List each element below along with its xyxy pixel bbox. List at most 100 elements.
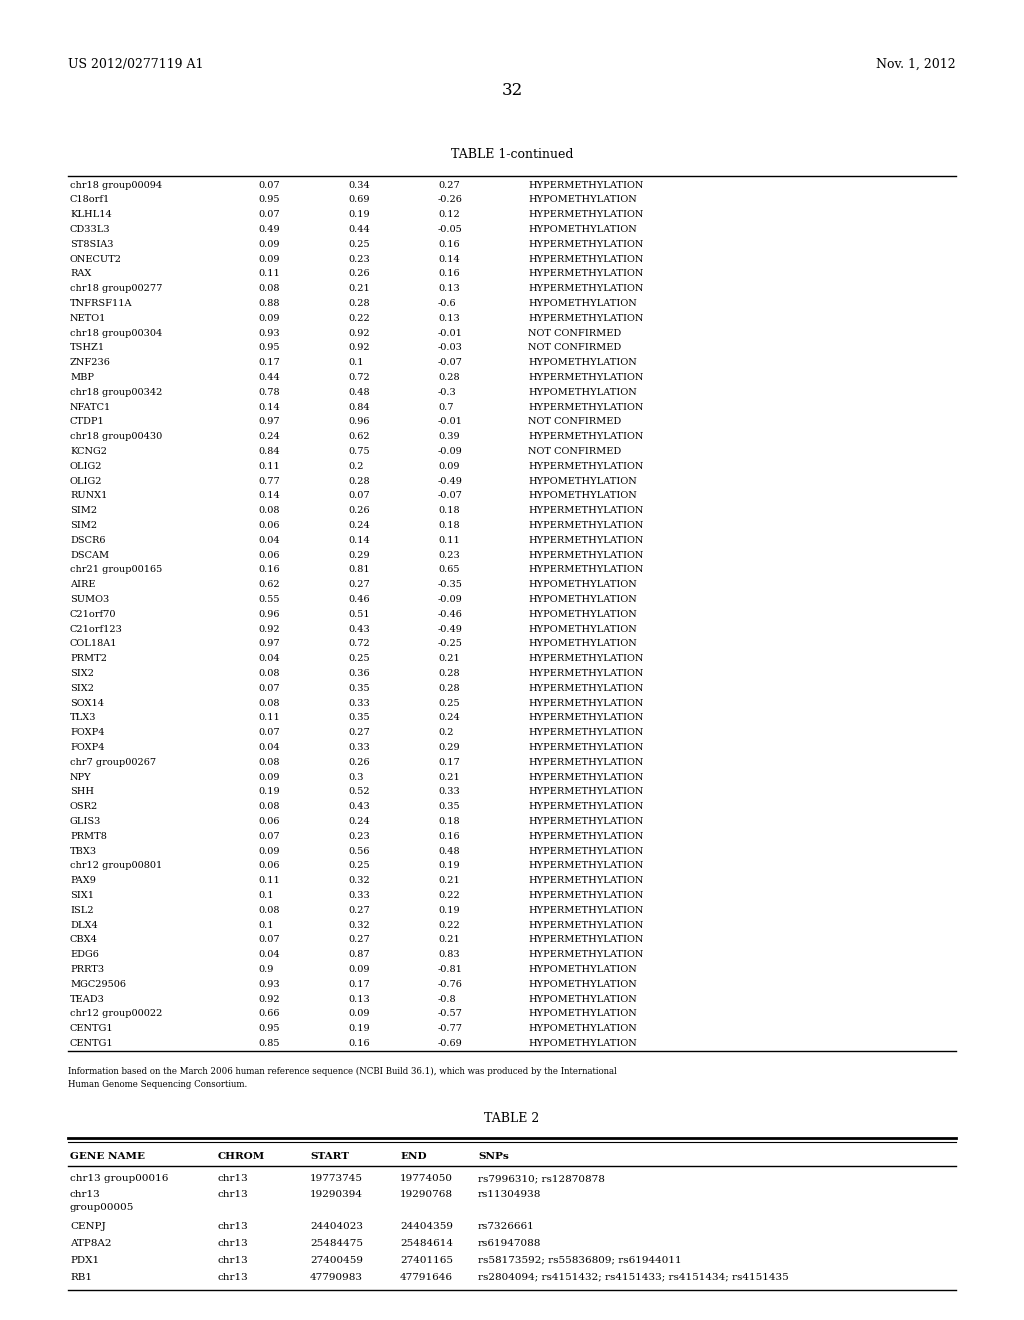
Text: HYPOMETHYLATION: HYPOMETHYLATION xyxy=(528,624,637,634)
Text: chr18 group00342: chr18 group00342 xyxy=(70,388,163,397)
Text: chr13 group00016: chr13 group00016 xyxy=(70,1175,168,1183)
Text: SHH: SHH xyxy=(70,788,94,796)
Text: OLIG2: OLIG2 xyxy=(70,462,102,471)
Text: 0.17: 0.17 xyxy=(438,758,460,767)
Text: -0.49: -0.49 xyxy=(438,624,463,634)
Text: 0.06: 0.06 xyxy=(258,862,280,870)
Text: 0.28: 0.28 xyxy=(438,374,460,381)
Text: -0.01: -0.01 xyxy=(438,417,463,426)
Text: chr18 group00430: chr18 group00430 xyxy=(70,432,162,441)
Text: 0.28: 0.28 xyxy=(348,300,370,308)
Text: CENPJ: CENPJ xyxy=(70,1222,105,1230)
Text: END: END xyxy=(400,1151,427,1160)
Text: 0.26: 0.26 xyxy=(348,758,370,767)
Text: RUNX1: RUNX1 xyxy=(70,491,108,500)
Text: CENTG1: CENTG1 xyxy=(70,1039,114,1048)
Text: 0.08: 0.08 xyxy=(258,698,280,708)
Text: 0.16: 0.16 xyxy=(348,1039,370,1048)
Text: 0.16: 0.16 xyxy=(438,269,460,279)
Text: -0.81: -0.81 xyxy=(438,965,463,974)
Text: 19774050: 19774050 xyxy=(400,1175,453,1183)
Text: 0.08: 0.08 xyxy=(258,284,280,293)
Text: 19290768: 19290768 xyxy=(400,1189,453,1199)
Text: HYPERMETHYLATION: HYPERMETHYLATION xyxy=(528,684,643,693)
Text: 25484614: 25484614 xyxy=(400,1238,453,1247)
Text: 0.2: 0.2 xyxy=(348,462,364,471)
Text: 0.25: 0.25 xyxy=(348,655,370,663)
Text: Nov. 1, 2012: Nov. 1, 2012 xyxy=(877,58,956,71)
Text: SOX14: SOX14 xyxy=(70,698,104,708)
Text: Information based on the March 2006 human reference sequence (NCBI Build 36.1), : Information based on the March 2006 huma… xyxy=(68,1067,616,1076)
Text: 0.06: 0.06 xyxy=(258,817,280,826)
Text: HYPERMETHYLATION: HYPERMETHYLATION xyxy=(528,788,643,796)
Text: OSR2: OSR2 xyxy=(70,803,98,812)
Text: -0.46: -0.46 xyxy=(438,610,463,619)
Text: 0.11: 0.11 xyxy=(258,462,280,471)
Text: CHROM: CHROM xyxy=(218,1151,265,1160)
Text: 0.09: 0.09 xyxy=(258,314,280,323)
Text: SIX2: SIX2 xyxy=(70,684,94,693)
Text: HYPERMETHYLATION: HYPERMETHYLATION xyxy=(528,240,643,249)
Text: SUMO3: SUMO3 xyxy=(70,595,110,605)
Text: 0.09: 0.09 xyxy=(258,846,280,855)
Text: 0.06: 0.06 xyxy=(258,521,280,531)
Text: 0.96: 0.96 xyxy=(258,610,280,619)
Text: 0.85: 0.85 xyxy=(258,1039,280,1048)
Text: HYPERMETHYLATION: HYPERMETHYLATION xyxy=(528,698,643,708)
Text: NOT CONFIRMED: NOT CONFIRMED xyxy=(528,447,622,455)
Text: HYPOMETHYLATION: HYPOMETHYLATION xyxy=(528,595,637,605)
Text: HYPERMETHYLATION: HYPERMETHYLATION xyxy=(528,817,643,826)
Text: 0.24: 0.24 xyxy=(348,521,370,531)
Text: HYPOMETHYLATION: HYPOMETHYLATION xyxy=(528,224,637,234)
Text: 0.11: 0.11 xyxy=(258,269,280,279)
Text: NOT CONFIRMED: NOT CONFIRMED xyxy=(528,417,622,426)
Text: rs7996310; rs12870878: rs7996310; rs12870878 xyxy=(478,1175,605,1183)
Text: -0.76: -0.76 xyxy=(438,979,463,989)
Text: HYPERMETHYLATION: HYPERMETHYLATION xyxy=(528,920,643,929)
Text: 0.62: 0.62 xyxy=(258,581,280,589)
Text: -0.57: -0.57 xyxy=(438,1010,463,1019)
Text: 0.13: 0.13 xyxy=(438,284,460,293)
Text: -0.3: -0.3 xyxy=(438,388,457,397)
Text: ATP8A2: ATP8A2 xyxy=(70,1238,112,1247)
Text: 0.14: 0.14 xyxy=(438,255,460,264)
Text: HYPERMETHYLATION: HYPERMETHYLATION xyxy=(528,521,643,531)
Text: 25484475: 25484475 xyxy=(310,1238,362,1247)
Text: HYPERMETHYLATION: HYPERMETHYLATION xyxy=(528,462,643,471)
Text: -0.26: -0.26 xyxy=(438,195,463,205)
Text: 0.1: 0.1 xyxy=(258,920,273,929)
Text: 0.07: 0.07 xyxy=(348,491,370,500)
Text: chr13: chr13 xyxy=(218,1238,249,1247)
Text: SNPs: SNPs xyxy=(478,1151,509,1160)
Text: 24404359: 24404359 xyxy=(400,1222,453,1230)
Text: 0.07: 0.07 xyxy=(258,936,280,944)
Text: ZNF236: ZNF236 xyxy=(70,358,111,367)
Text: 0.24: 0.24 xyxy=(258,432,280,441)
Text: 0.04: 0.04 xyxy=(258,536,280,545)
Text: HYPOMETHYLATION: HYPOMETHYLATION xyxy=(528,195,637,205)
Text: 0.09: 0.09 xyxy=(348,1010,370,1019)
Text: 0.35: 0.35 xyxy=(438,803,460,812)
Text: MGC29506: MGC29506 xyxy=(70,979,126,989)
Text: HYPERMETHYLATION: HYPERMETHYLATION xyxy=(528,507,643,515)
Text: PRRT3: PRRT3 xyxy=(70,965,104,974)
Text: 32: 32 xyxy=(502,82,522,99)
Text: DSCAM: DSCAM xyxy=(70,550,110,560)
Text: 27400459: 27400459 xyxy=(310,1255,362,1265)
Text: 0.22: 0.22 xyxy=(438,891,460,900)
Text: 0.09: 0.09 xyxy=(258,772,280,781)
Text: 0.08: 0.08 xyxy=(258,507,280,515)
Text: 0.16: 0.16 xyxy=(438,240,460,249)
Text: 0.09: 0.09 xyxy=(258,240,280,249)
Text: 47791646: 47791646 xyxy=(400,1272,453,1282)
Text: HYPERMETHYLATION: HYPERMETHYLATION xyxy=(528,772,643,781)
Text: 0.11: 0.11 xyxy=(258,713,280,722)
Text: 0.14: 0.14 xyxy=(258,403,280,412)
Text: PRMT2: PRMT2 xyxy=(70,655,106,663)
Text: 0.78: 0.78 xyxy=(258,388,280,397)
Text: 0.29: 0.29 xyxy=(348,550,370,560)
Text: HYPERMETHYLATION: HYPERMETHYLATION xyxy=(528,655,643,663)
Text: 0.14: 0.14 xyxy=(348,536,370,545)
Text: 0.96: 0.96 xyxy=(348,417,370,426)
Text: 0.33: 0.33 xyxy=(348,891,370,900)
